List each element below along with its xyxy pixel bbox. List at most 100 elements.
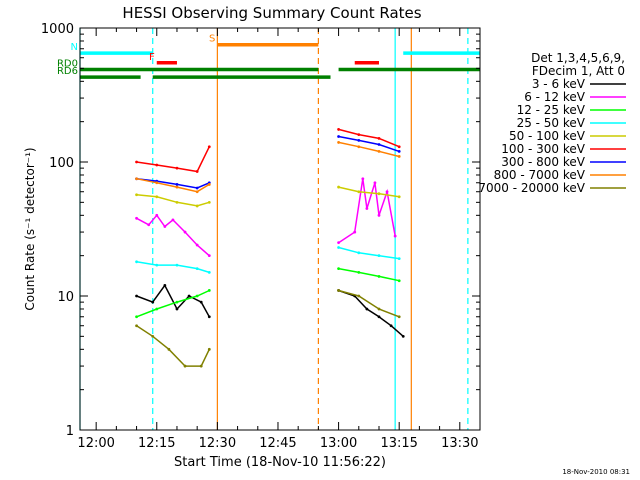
series-point	[135, 260, 138, 264]
series-point	[397, 155, 401, 158]
series-point	[393, 234, 397, 238]
series-point	[195, 267, 199, 271]
series-point	[155, 213, 159, 217]
series-point	[397, 195, 401, 199]
series-point	[187, 294, 191, 298]
series-point	[175, 263, 179, 267]
x-axis-ticks: 12:00 12:15 12:30 12:45 13:00 13:15 13:30	[77, 28, 481, 451]
series-line	[338, 186, 400, 198]
legend-entry-label: 6 - 12 keV	[524, 90, 586, 104]
series-point	[207, 315, 211, 319]
legend-entry-label: 7000 - 20000 keV	[478, 181, 585, 195]
flag-label: RD0	[57, 59, 78, 70]
series-point	[377, 192, 381, 196]
series-point	[155, 181, 159, 185]
series-point	[163, 225, 167, 228]
series-line	[136, 193, 210, 207]
series-line	[338, 289, 400, 318]
series-line	[338, 141, 400, 158]
series-point	[337, 289, 340, 292]
series-point	[163, 283, 167, 287]
series-point	[401, 334, 405, 338]
x-tick-label: 12:15	[138, 436, 175, 451]
legend-header: FDecim 1, Att 0	[532, 64, 625, 78]
flag-label: S	[209, 34, 215, 45]
flag-label: N	[71, 42, 78, 53]
series-line	[338, 135, 400, 153]
series-line	[338, 289, 404, 337]
series-point	[337, 267, 340, 271]
series-line	[136, 289, 210, 318]
series-point	[167, 347, 171, 351]
x-tick-label: 12:00	[77, 436, 114, 451]
series-line	[338, 246, 400, 260]
series-line	[338, 178, 396, 244]
series-point	[337, 141, 340, 144]
series-line	[136, 325, 210, 367]
series-point	[135, 160, 138, 164]
series-point	[357, 133, 361, 137]
series-point	[135, 216, 138, 220]
series-point	[207, 289, 211, 292]
series-point	[357, 294, 361, 298]
series-point	[357, 271, 361, 274]
series-point	[207, 271, 211, 274]
series-point	[155, 263, 159, 267]
y-axis-ticks: 1 10 100 1000	[41, 22, 480, 439]
series-line	[136, 214, 210, 257]
series-point	[207, 254, 211, 258]
series-point	[155, 195, 159, 199]
series-point	[175, 185, 179, 189]
series-point	[199, 300, 203, 304]
y-axis-label: Count Rate (s⁻¹ detector⁻¹)	[23, 147, 37, 310]
series-point	[195, 243, 199, 247]
series-point	[357, 145, 361, 149]
flag-label: F	[149, 52, 155, 63]
series-point	[175, 166, 179, 170]
series-point	[207, 347, 211, 351]
y-tick-label: 10	[57, 290, 74, 305]
legend-entry-label: 12 - 25 keV	[517, 103, 586, 117]
series-point	[377, 315, 381, 319]
series-point	[337, 128, 340, 131]
series-point	[337, 246, 340, 249]
series-point	[353, 230, 357, 234]
series-point	[365, 207, 369, 210]
series-point	[175, 200, 179, 204]
series-point	[365, 307, 369, 311]
series-point	[155, 307, 159, 311]
series-point	[199, 364, 203, 368]
series-line	[136, 177, 210, 193]
series-point	[135, 193, 138, 197]
series-line	[338, 128, 400, 148]
series-point	[377, 307, 381, 311]
series-point	[183, 230, 187, 234]
y-tick-label: 1000	[41, 22, 74, 37]
footer-timestamp: 18-Nov-2010 08:31	[562, 468, 630, 476]
series-point	[171, 218, 175, 222]
legend-entry-label: 50 - 100 keV	[509, 129, 586, 143]
legend-entry-label: 800 - 7000 keV	[494, 168, 586, 182]
series-point	[195, 294, 199, 298]
series-point	[357, 138, 361, 142]
series-point	[151, 334, 155, 338]
series-point	[175, 300, 179, 304]
y-tick-label: 1	[66, 424, 74, 439]
series-line	[338, 267, 400, 282]
chart-title: HESSI Observing Summary Count Rates	[122, 4, 421, 22]
series-point	[155, 163, 159, 167]
x-axis-label: Start Time (18-Nov-10 11:56:22)	[174, 455, 386, 470]
series-point	[175, 307, 179, 311]
series-point	[175, 183, 179, 186]
series-point	[337, 185, 340, 189]
series-point	[195, 170, 199, 173]
series-point	[377, 275, 381, 278]
series-point	[183, 364, 187, 368]
x-tick-label: 13:15	[380, 436, 417, 451]
series-point	[385, 190, 389, 194]
legend-entry-label: 300 - 800 keV	[501, 155, 585, 169]
x-tick-label: 13:30	[441, 436, 478, 451]
series-point	[151, 300, 155, 304]
